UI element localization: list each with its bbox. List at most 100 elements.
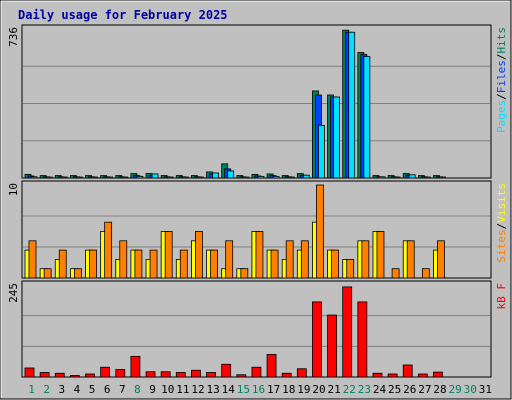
bar-sites-day-1 [28, 240, 37, 279]
bar-pages-day-1 [30, 176, 38, 179]
bar-pages-day-2 [45, 176, 53, 179]
bar-pages-day-4 [75, 176, 83, 179]
bar-sites-day-28 [437, 240, 445, 279]
bar-sites-day-10 [164, 231, 173, 279]
bar-sites-day-8 [134, 249, 143, 279]
x-tick-label: 27 [418, 383, 431, 396]
bar-sites-day-7 [119, 240, 128, 279]
bar-sites-day-17 [270, 249, 279, 279]
x-tick-label: 3 [59, 383, 66, 396]
y-max-label: 245 [7, 283, 20, 303]
legend-entry: Pages [495, 100, 508, 133]
bar-sites-day-2 [43, 268, 52, 279]
bar-sites-day-18 [285, 240, 294, 279]
panel-visits-sites: 10 Sites/Visits [7, 180, 508, 279]
series-pages [30, 31, 446, 179]
x-tick-label: 31 [479, 383, 492, 396]
bar-kb-f-day-13 [206, 372, 216, 378]
x-tick-label: 30 [464, 383, 477, 396]
x-tick-label: 5 [89, 383, 96, 396]
bar-sites-day-22 [346, 258, 355, 279]
bar-kb-f-day-25 [387, 373, 398, 378]
bar-kb-f-day-17 [266, 354, 277, 378]
x-tick-label: 8 [134, 383, 141, 396]
bar-kb-f-day-21 [327, 314, 337, 378]
x-tick-label: 15 [237, 383, 250, 396]
bar-kb-f-day-8 [130, 355, 141, 378]
x-tick-label: 28 [433, 383, 446, 396]
x-tick-label: 11 [176, 383, 189, 396]
bar-pages-day-25 [393, 176, 401, 179]
y-max-label: 10 [7, 183, 20, 196]
bar-kb-f-day-24 [372, 372, 383, 378]
x-tick-label: 12 [191, 383, 204, 396]
x-tick-label: 4 [74, 383, 81, 396]
x-tick-label: 10 [161, 383, 174, 396]
bar-sites-day-23 [361, 240, 370, 279]
bar-sites-day-3 [58, 249, 67, 279]
panel-kbytes: 245 kB F [7, 280, 508, 378]
bar-pages-day-22 [348, 31, 356, 179]
bar-sites-day-15 [240, 268, 249, 279]
bar-sites-day-6 [104, 221, 113, 279]
x-tick-label: 6 [104, 383, 111, 396]
x-tick-label: 21 [328, 383, 341, 396]
bar-kb-f-day-9 [145, 371, 156, 378]
bar-pages-day-17 [272, 175, 280, 179]
bar-pages-day-13 [212, 172, 219, 179]
bar-kb-f-day-16 [251, 366, 262, 378]
bar-sites-day-11 [179, 249, 188, 279]
bar-pages-day-15 [242, 176, 250, 179]
legend-entry: / [495, 54, 508, 61]
y-max-label: 736 [7, 27, 20, 47]
bar-pages-day-20 [318, 124, 325, 179]
bar-pages-day-18 [287, 176, 295, 179]
bar-kb-f-day-26 [402, 364, 413, 378]
panel-legend: kB F [495, 283, 508, 310]
legend-entry: Files [495, 60, 508, 93]
legend-entry: Hits [495, 27, 508, 54]
bar-pages-day-6 [106, 176, 114, 179]
bar-pages-day-14 [227, 170, 235, 179]
bar-pages-day-21 [333, 96, 340, 179]
bar-sites-day-14 [225, 240, 234, 279]
x-tick-label: 29 [449, 383, 462, 396]
bar-sites-day-27 [421, 268, 430, 279]
panel-legend: Pages/Files/Hits [495, 27, 508, 133]
bar-sites-day-19 [300, 240, 309, 279]
bar-pages-day-28 [439, 176, 446, 179]
bar-pages-day-7 [121, 176, 129, 179]
legend-entry: / [495, 93, 508, 100]
bar-pages-day-8 [136, 175, 144, 179]
bar-pages-day-19 [302, 174, 310, 179]
plot-area [21, 24, 492, 179]
bar-pages-day-10 [166, 176, 174, 179]
x-tick-label: 22 [343, 383, 356, 396]
bar-kb-f-day-23 [357, 301, 368, 378]
panel-legend: Sites/Visits [495, 183, 508, 263]
x-tick-label: 17 [267, 383, 280, 396]
bar-sites-day-9 [149, 249, 158, 279]
bar-kb-f-day-2 [39, 372, 50, 378]
x-tick-label: 24 [373, 383, 387, 396]
legend-entry: Visits [495, 183, 508, 223]
x-tick-label: 19 [297, 383, 310, 396]
legend-entry: / [495, 223, 508, 230]
bar-kb-f-day-18 [281, 372, 292, 378]
bar-kb-f-day-1 [24, 367, 35, 378]
bar-pages-day-12 [197, 176, 204, 179]
x-axis: 1 2 3 4 5 6 7 8 9 10 11 12 13 14 15 16 17 18 19 20 21 22 23 24 2… [28, 383, 492, 396]
x-tick-label: 26 [403, 383, 416, 396]
bar-kb-f-day-22 [342, 286, 353, 378]
bar-kb-f-day-20 [312, 301, 322, 378]
bar-sites-day-13 [210, 249, 218, 279]
plot-area [21, 280, 492, 378]
x-tick-label: 18 [282, 383, 295, 396]
x-tick-label: 2 [43, 383, 50, 396]
bar-kb-f-day-3 [54, 372, 65, 378]
bar-pages-day-23 [363, 56, 371, 179]
bar-pages-day-9 [151, 173, 159, 179]
